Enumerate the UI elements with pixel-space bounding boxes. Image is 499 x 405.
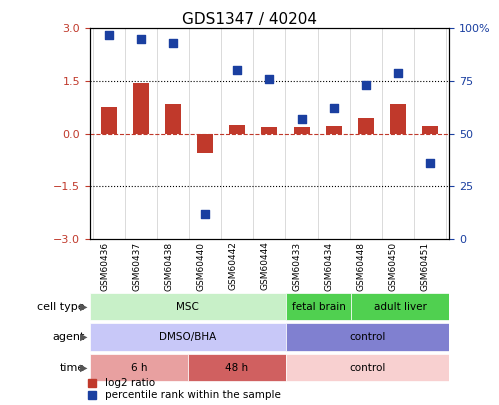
Bar [422, 126, 438, 134]
Text: GSM60434: GSM60434 [325, 241, 334, 290]
Text: GSM60438: GSM60438 [164, 241, 173, 291]
Text: agent: agent [52, 332, 85, 342]
Point [234, 67, 242, 74]
Bar [133, 83, 149, 134]
Text: GSM60444: GSM60444 [260, 241, 269, 290]
Bar [230, 125, 246, 134]
FancyBboxPatch shape [286, 324, 449, 351]
Point [297, 116, 305, 122]
Text: GDS1347 / 40204: GDS1347 / 40204 [182, 12, 317, 27]
Point [265, 76, 273, 82]
Text: 6 h: 6 h [131, 362, 147, 373]
Text: GSM60451: GSM60451 [421, 241, 430, 291]
Text: adult liver: adult liver [374, 302, 427, 312]
Point [426, 160, 434, 166]
Point [330, 105, 338, 112]
Point [105, 32, 113, 38]
Text: DMSO/BHA: DMSO/BHA [159, 332, 217, 342]
Text: 48 h: 48 h [225, 362, 249, 373]
FancyBboxPatch shape [286, 293, 351, 320]
Bar [261, 127, 277, 134]
Text: GSM60450: GSM60450 [389, 241, 398, 291]
Text: fetal brain: fetal brain [291, 302, 345, 312]
FancyBboxPatch shape [90, 324, 286, 351]
Bar [325, 126, 342, 134]
Text: ▶: ▶ [80, 332, 87, 342]
FancyBboxPatch shape [351, 293, 449, 320]
Text: GSM60433: GSM60433 [292, 241, 301, 291]
Bar [390, 104, 406, 134]
Point [169, 40, 177, 46]
Bar [358, 118, 374, 134]
Bar [165, 104, 181, 134]
Bar [197, 134, 213, 153]
FancyBboxPatch shape [286, 354, 449, 381]
Text: percentile rank within the sample: percentile rank within the sample [105, 390, 280, 400]
Text: log2 ratio: log2 ratio [105, 378, 155, 388]
Text: ▶: ▶ [80, 302, 87, 312]
Point [137, 36, 145, 42]
Text: time: time [59, 362, 85, 373]
Text: GSM60440: GSM60440 [196, 241, 205, 290]
Text: GSM60437: GSM60437 [132, 241, 141, 291]
Text: cell type: cell type [37, 302, 85, 312]
Text: GSM60442: GSM60442 [229, 241, 238, 290]
Point [362, 82, 370, 88]
Text: GSM60436: GSM60436 [100, 241, 109, 291]
FancyBboxPatch shape [188, 354, 286, 381]
Bar [293, 127, 309, 134]
Point [201, 211, 209, 217]
Text: MSC: MSC [176, 302, 199, 312]
Text: ▶: ▶ [80, 362, 87, 373]
Bar [101, 107, 117, 134]
Text: GSM60448: GSM60448 [357, 241, 366, 290]
Point [394, 69, 402, 76]
Text: control: control [349, 362, 386, 373]
FancyBboxPatch shape [90, 293, 286, 320]
FancyBboxPatch shape [90, 354, 188, 381]
Text: control: control [349, 332, 386, 342]
